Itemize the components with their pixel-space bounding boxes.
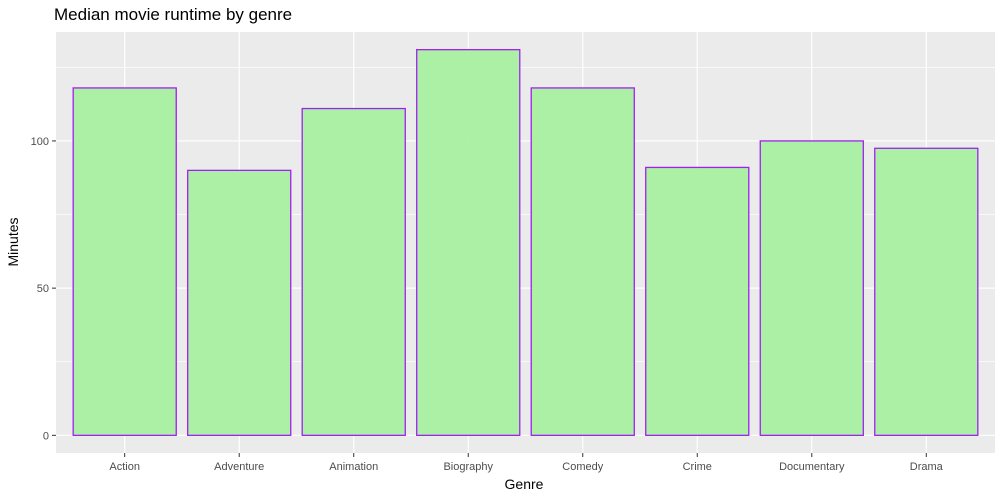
bar-biography bbox=[416, 49, 521, 436]
bar-crime bbox=[645, 166, 750, 436]
y-tick-label: 100 bbox=[31, 136, 49, 148]
y-axis-title: Minutes bbox=[5, 217, 21, 266]
x-tick-label: Drama bbox=[910, 461, 944, 473]
x-tick-label: Adventure bbox=[214, 461, 264, 473]
x-tick-label: Crime bbox=[683, 461, 712, 473]
bars bbox=[72, 49, 979, 436]
x-tick-label: Comedy bbox=[562, 461, 603, 473]
bar-action bbox=[72, 87, 177, 436]
chart-title: Median movie runtime by genre bbox=[54, 5, 292, 24]
bar-comedy bbox=[530, 87, 635, 436]
x-tick-label: Action bbox=[109, 461, 140, 473]
x-tick-label: Animation bbox=[329, 461, 378, 473]
bar-animation bbox=[301, 107, 406, 436]
x-tick-label: Biography bbox=[443, 461, 493, 473]
y-axis: 0 50 100 bbox=[31, 136, 56, 442]
bar-documentary bbox=[759, 140, 864, 436]
x-axis-title: Genre bbox=[505, 476, 544, 492]
y-tick-label: 0 bbox=[43, 430, 49, 442]
bar-drama bbox=[874, 147, 979, 436]
x-axis: Action Adventure Animation Biography Comedy C… bbox=[109, 453, 944, 473]
x-tick-label: Documentary bbox=[779, 461, 845, 473]
y-tick-label: 50 bbox=[37, 283, 49, 295]
bar-adventure bbox=[187, 169, 292, 436]
